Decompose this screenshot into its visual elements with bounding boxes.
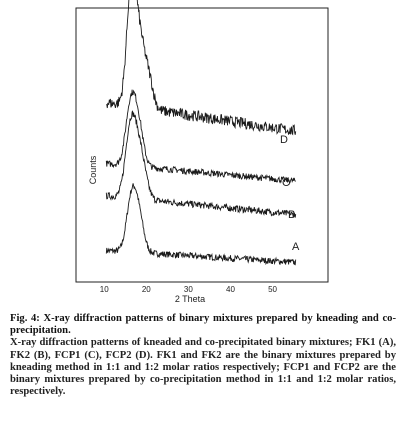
pattern-line-a xyxy=(105,183,297,266)
pattern-label-b: B xyxy=(288,209,295,221)
figure-caption: Fig. 4: X-ray diffraction patterns of bi… xyxy=(10,313,396,398)
plot-frame xyxy=(75,7,329,283)
xrd-chart: A B C D 10 20 30 40 50 Counts 2 Theta xyxy=(75,0,329,304)
pattern-line-b xyxy=(105,110,297,218)
series-layer: A B C D xyxy=(105,0,300,266)
pattern-line-d xyxy=(106,0,297,136)
x-tick-label: 10 xyxy=(100,285,109,294)
pattern-label-a: A xyxy=(292,241,300,253)
x-tick-layer: 10 20 30 40 50 xyxy=(100,285,278,294)
x-tick-label: 50 xyxy=(268,285,277,294)
pattern-label-d: D xyxy=(280,134,288,146)
caption-title: Fig. 4: X-ray diffraction patterns of bi… xyxy=(10,313,396,337)
pattern-line-c xyxy=(105,89,296,186)
caption-description: X-ray diffraction patterns of kneaded an… xyxy=(10,337,396,398)
y-axis-label: Counts xyxy=(88,155,98,184)
pattern-label-c: C xyxy=(282,177,290,189)
x-tick-label: 30 xyxy=(184,285,193,294)
x-tick-label: 20 xyxy=(142,285,151,294)
x-tick-label: 40 xyxy=(226,285,235,294)
x-axis-label: 2 Theta xyxy=(175,294,205,304)
